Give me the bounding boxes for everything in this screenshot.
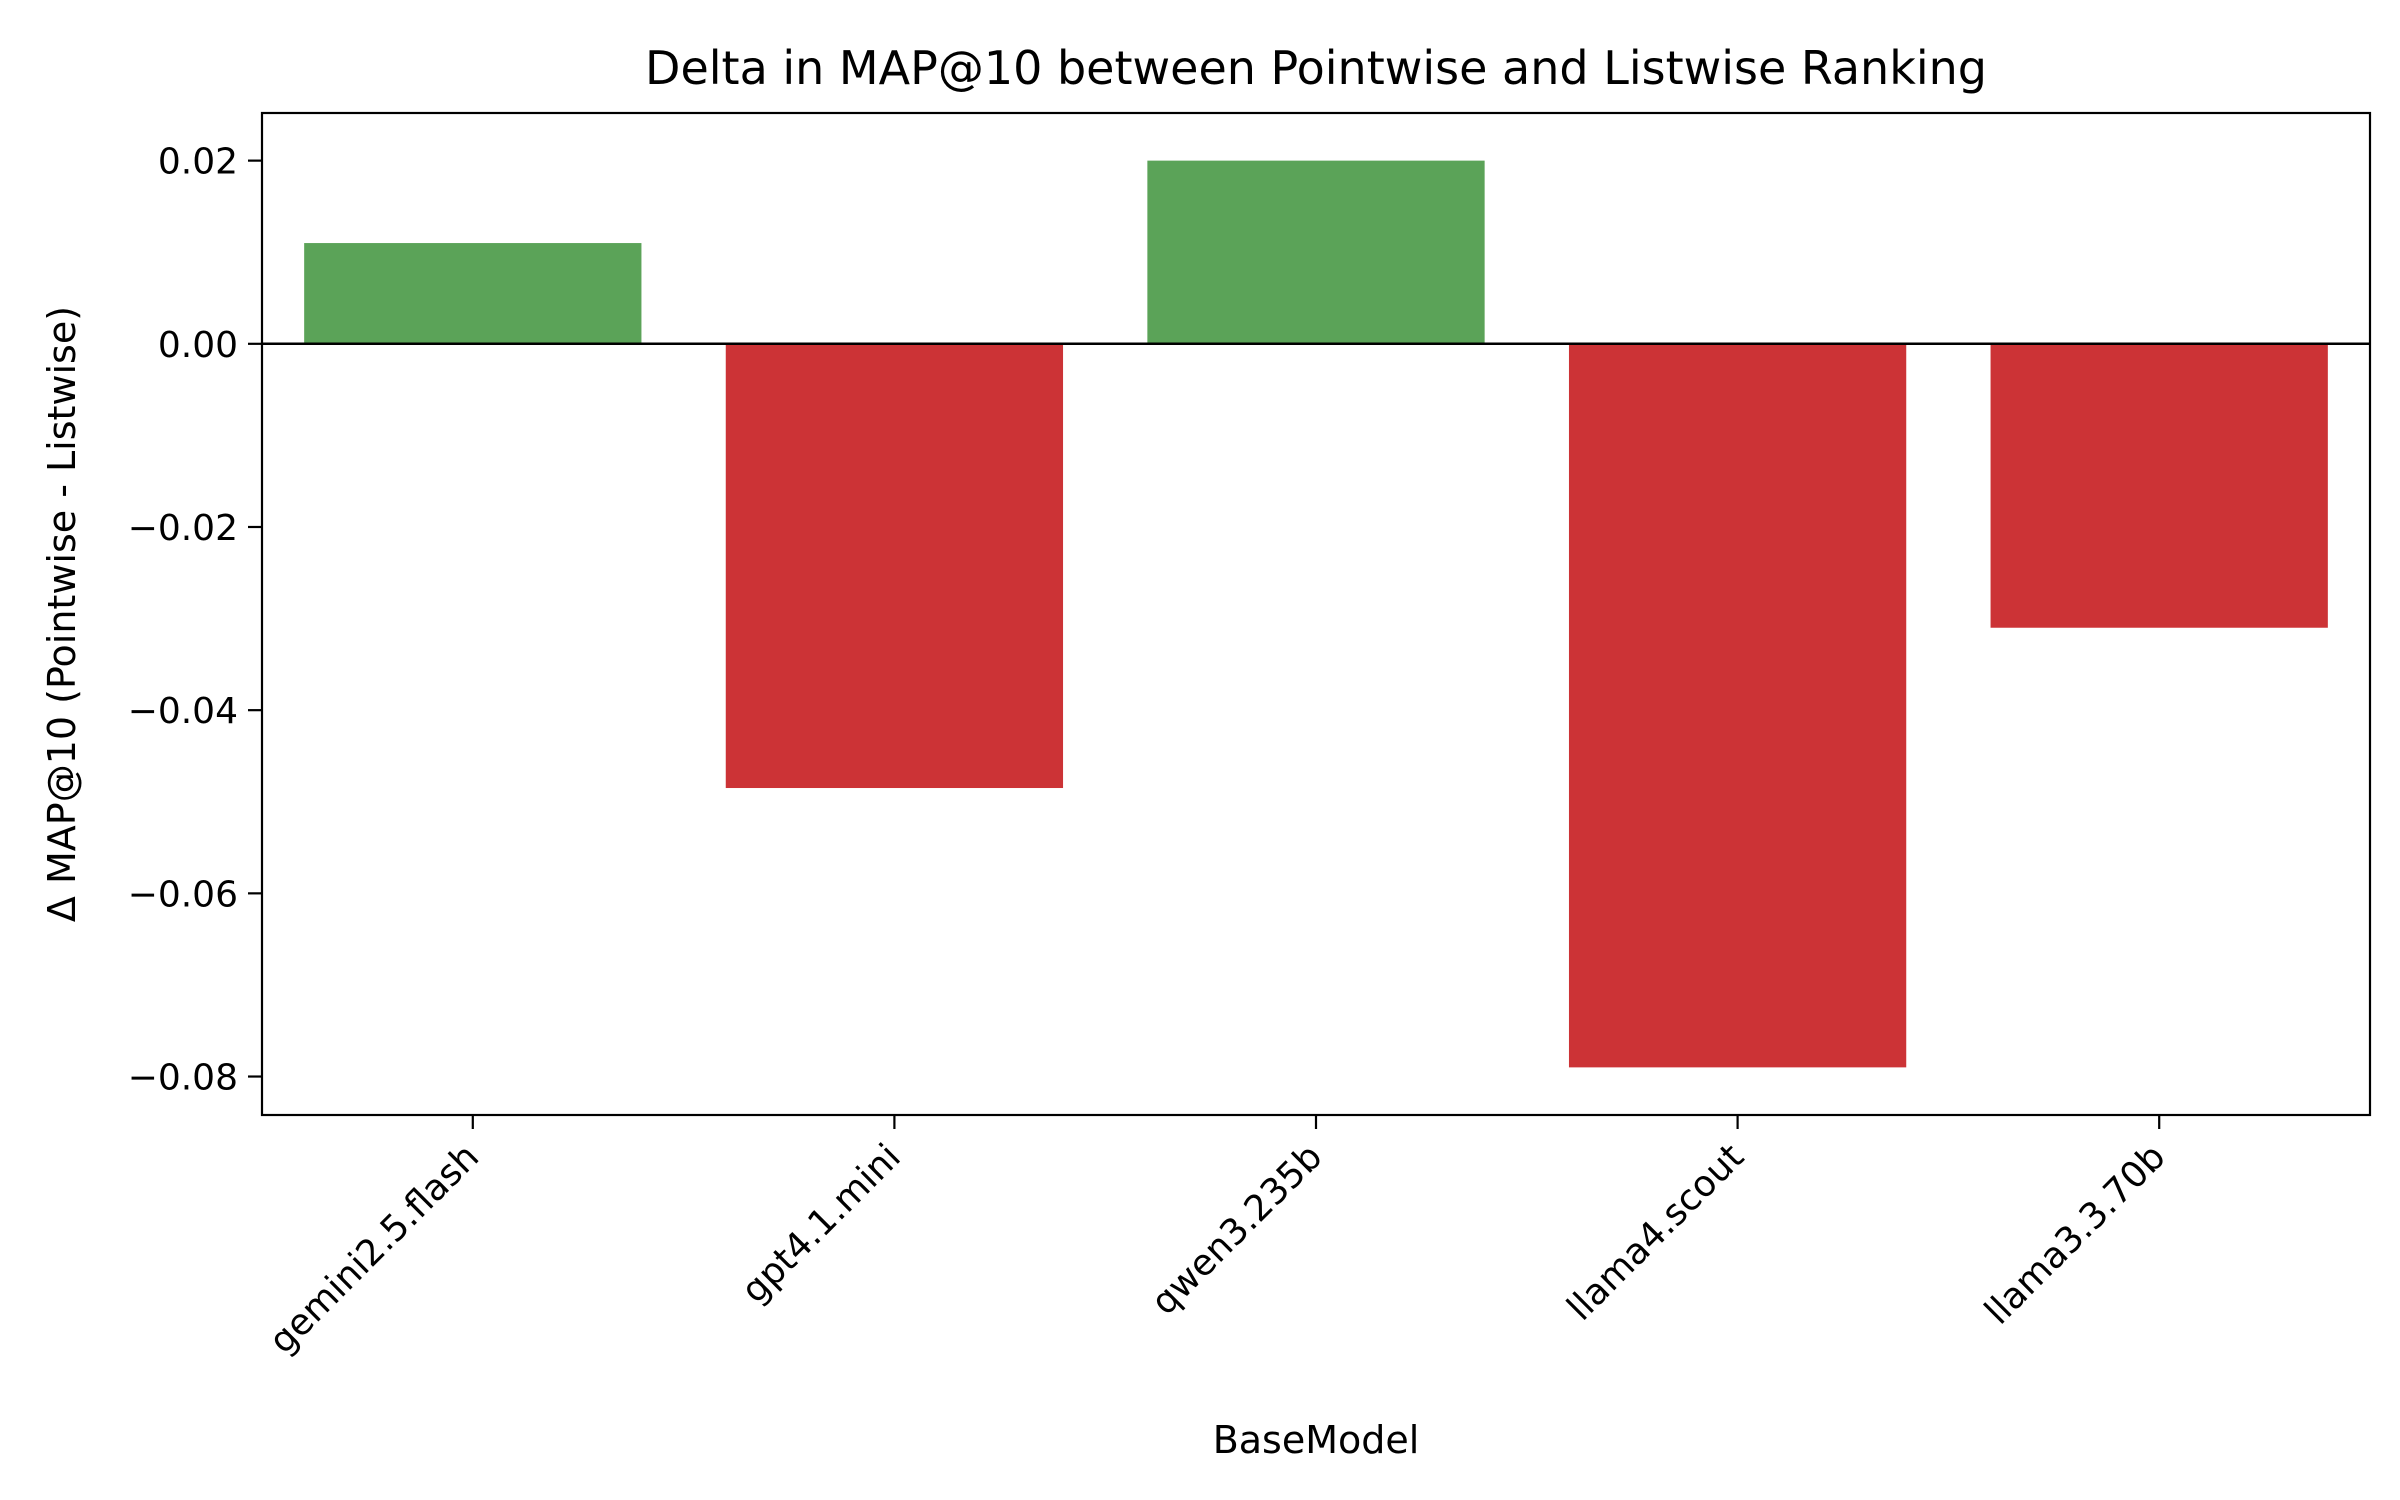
y-tick-label: −0.04: [128, 691, 238, 732]
y-tick-label: 0.02: [158, 142, 238, 183]
y-axis-title: Δ MAP@10 (Pointwise - Listwise): [40, 306, 84, 922]
bar-gpt4-1-mini: [725, 343, 1064, 789]
x-tick-label: gpt4.1.mini: [734, 1136, 909, 1311]
y-tick-label: −0.02: [128, 508, 238, 549]
x-tick-label: qwen3.235b: [1144, 1136, 1331, 1323]
y-tick-label: 0.00: [158, 325, 238, 366]
chart-title: Delta in MAP@10 between Pointwise and Li…: [645, 41, 1987, 95]
bar-gemini2-5-flash: [304, 243, 642, 344]
bar-llama4-scout: [1568, 343, 1907, 1068]
bar-llama3-3-70b: [1990, 343, 2328, 628]
x-tick-label: llama3.3.70b: [1977, 1136, 2173, 1332]
x-axis-title: BaseModel: [1213, 1418, 1420, 1462]
y-axis: 0.02 0.00 −0.02 −0.04 −0.06 −0.08: [128, 142, 262, 1099]
y-tick-label: −0.08: [128, 1058, 238, 1099]
bar-qwen3-235b: [1147, 160, 1485, 344]
x-axis: gemini2.5.flash gpt4.1.mini qwen3.235b llam…: [262, 1115, 2174, 1362]
y-tick-label: −0.06: [128, 874, 238, 915]
x-tick-label: gemini2.5.flash: [262, 1136, 488, 1362]
x-tick-label: llama4.scout: [1560, 1136, 1752, 1328]
bars-layer: [304, 160, 2328, 1068]
